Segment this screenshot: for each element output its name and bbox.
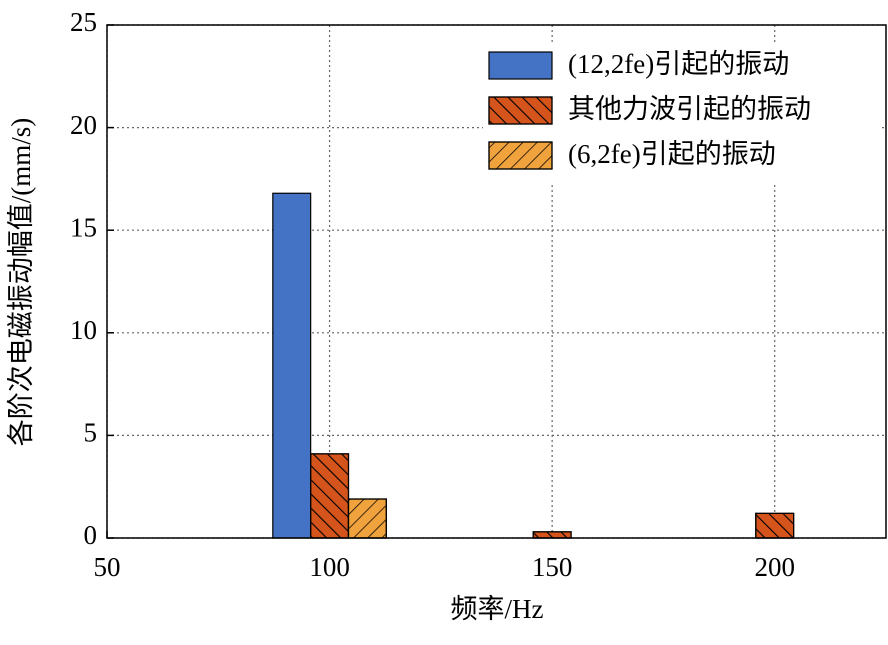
bar bbox=[532, 531, 572, 539]
y-tick-label: 20 bbox=[70, 110, 97, 140]
x-tick-label: 150 bbox=[532, 552, 573, 582]
legend-label: (12,2fe)引起的振动 bbox=[568, 49, 789, 79]
bar bbox=[310, 453, 350, 539]
bar-hatch bbox=[347, 498, 387, 539]
x-tick-label: 200 bbox=[754, 552, 795, 582]
bar-hatch bbox=[532, 531, 572, 539]
legend-swatch bbox=[488, 51, 553, 80]
bar bbox=[347, 498, 387, 539]
y-tick-label: 10 bbox=[70, 315, 97, 345]
y-axis-label: 各阶次电磁振动幅值/(mm/s) bbox=[6, 118, 36, 447]
legend-swatch-hatch bbox=[488, 96, 553, 125]
bar-fill bbox=[272, 192, 312, 539]
legend-label: (6,2fe)引起的振动 bbox=[568, 139, 776, 169]
bar-hatch bbox=[755, 512, 795, 539]
plot-frame bbox=[106, 24, 887, 539]
x-tick-label: 50 bbox=[94, 552, 121, 582]
y-tick-label: 5 bbox=[84, 418, 98, 448]
legend-swatch-hatch bbox=[488, 141, 553, 170]
legend-label: 其他力波引起的振动 bbox=[568, 94, 811, 124]
y-tick-label: 15 bbox=[70, 212, 97, 242]
bar bbox=[272, 192, 312, 539]
x-axis-label: 频率/Hz bbox=[451, 594, 544, 624]
x-tick-label: 100 bbox=[309, 552, 350, 582]
bar-hatch bbox=[310, 453, 350, 539]
y-tick-label: 0 bbox=[84, 520, 98, 550]
y-tick-label: 25 bbox=[70, 7, 97, 37]
bar bbox=[755, 512, 795, 539]
